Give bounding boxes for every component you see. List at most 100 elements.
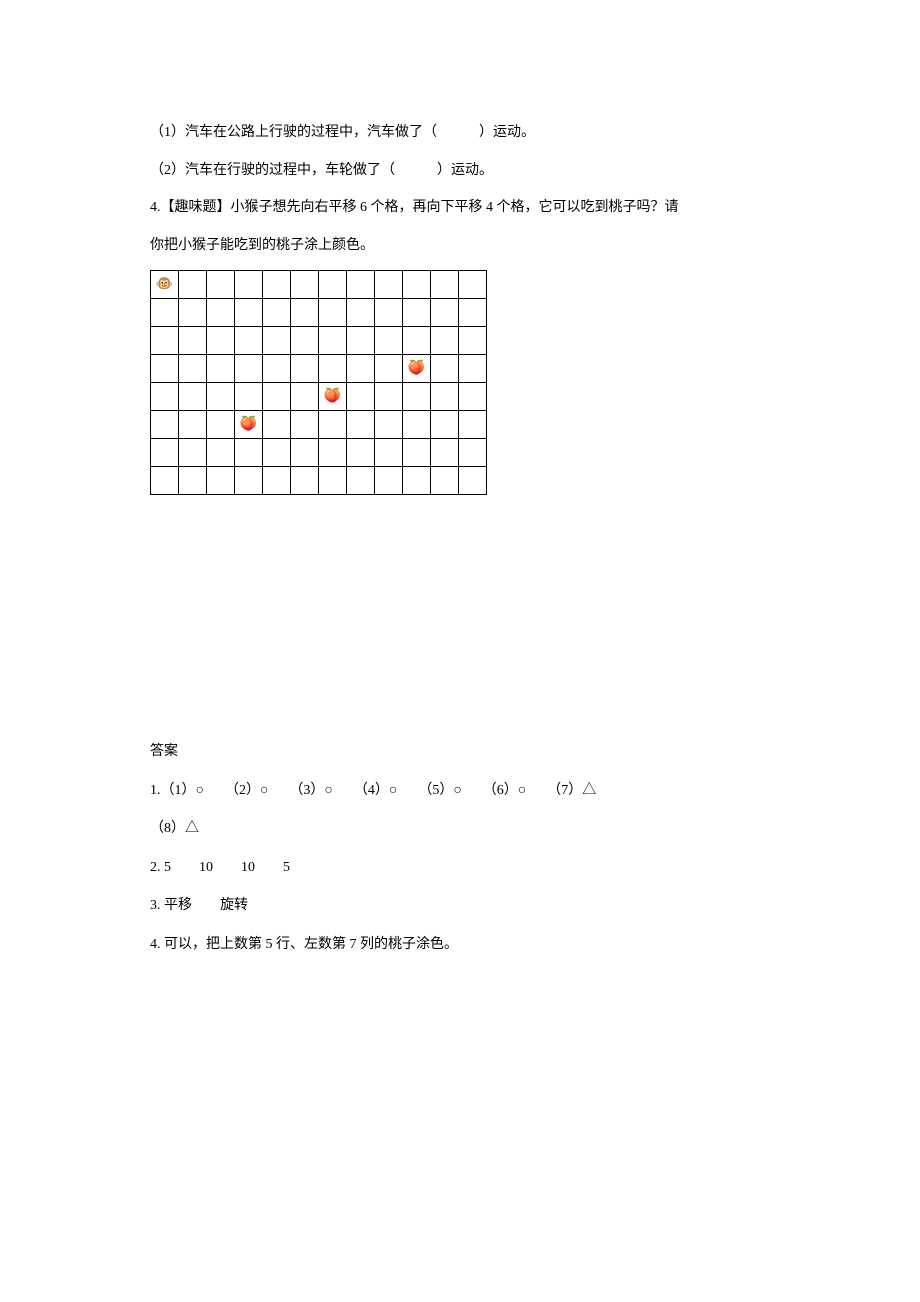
grid-cell: [207, 327, 235, 355]
grid-cell: [179, 355, 207, 383]
grid-cell: [403, 439, 431, 467]
grid-cell: [207, 411, 235, 439]
grid-cell: [347, 439, 375, 467]
grid-cell: [403, 271, 431, 299]
grid-cell: [151, 439, 179, 467]
grid-cell: [291, 439, 319, 467]
grid-cell: [291, 355, 319, 383]
answer-line-4: 3. 平移 旋转: [150, 888, 770, 924]
grid-cell: [319, 271, 347, 299]
grid-cell: [207, 299, 235, 327]
grid-cell: [207, 383, 235, 411]
grid-cell: [263, 467, 291, 495]
grid-cell: [459, 271, 487, 299]
answer-section: 答案 1.（1）○ （2）○ （3）○ （4）○ （5）○ （6）○ （7）△ …: [150, 735, 770, 963]
peach-icon: 🍑: [403, 355, 431, 383]
grid-cell: [179, 411, 207, 439]
grid-cell: [291, 299, 319, 327]
grid-cell: [291, 411, 319, 439]
grid-cell: [347, 355, 375, 383]
grid-cell: [347, 467, 375, 495]
answer-line-5: 4. 可以，把上数第 5 行、左数第 7 列的桃子涂色。: [150, 927, 770, 963]
grid-cell: [375, 327, 403, 355]
grid-cell: [207, 467, 235, 495]
grid-cell: [459, 439, 487, 467]
grid-cell: [235, 355, 263, 383]
grid-cell: [263, 411, 291, 439]
grid-cell: [179, 271, 207, 299]
grid-cell: [431, 467, 459, 495]
peach-icon: 🍑: [235, 411, 263, 439]
grid-cell: [235, 383, 263, 411]
grid-cell: [235, 327, 263, 355]
grid-cell: [263, 299, 291, 327]
grid-cell: [375, 383, 403, 411]
grid-cell: [179, 299, 207, 327]
grid-cell: [151, 355, 179, 383]
grid-cell: [319, 467, 347, 495]
answer-line-2: （8）△: [150, 811, 770, 847]
grid-cell: [459, 383, 487, 411]
grid-table: 🐵 🍑 🍑 🍑: [150, 270, 487, 495]
grid-cell: [459, 467, 487, 495]
question-1: （1）汽车在公路上行驶的过程中，汽车做了（ ）运动。: [150, 116, 770, 150]
grid-cell: [431, 327, 459, 355]
grid-cell: [263, 439, 291, 467]
answer-title: 答案: [150, 735, 770, 769]
grid-cell: [263, 383, 291, 411]
grid-cell: [319, 411, 347, 439]
grid-cell: [151, 327, 179, 355]
grid-cell: [375, 467, 403, 495]
grid-cell: [151, 383, 179, 411]
grid-cell: [151, 411, 179, 439]
grid-cell: [179, 467, 207, 495]
grid-cell: [235, 299, 263, 327]
grid-cell: [263, 271, 291, 299]
grid-cell: [431, 271, 459, 299]
grid-cell: [319, 355, 347, 383]
grid-cell: [403, 327, 431, 355]
grid-cell: [291, 327, 319, 355]
answer-line-1: 1.（1）○ （2）○ （3）○ （4）○ （5）○ （6）○ （7）△: [150, 773, 770, 809]
grid-cell: [403, 467, 431, 495]
grid-cell: [347, 411, 375, 439]
grid-cell: [179, 383, 207, 411]
grid-cell: [263, 327, 291, 355]
grid-cell: [459, 355, 487, 383]
peach-icon: 🍑: [319, 383, 347, 411]
question-2: （2）汽车在行驶的过程中，车轮做了（ ）运动。: [150, 154, 770, 188]
question-4-line2: 你把小猴子能吃到的桃子涂上颜色。: [150, 229, 770, 263]
grid-cell: [347, 383, 375, 411]
grid-cell: [403, 299, 431, 327]
grid-cell: [347, 299, 375, 327]
grid-cell: [431, 411, 459, 439]
grid-cell: [375, 355, 403, 383]
grid-cell: [347, 271, 375, 299]
grid-cell: [235, 439, 263, 467]
grid-cell: [319, 327, 347, 355]
monkey-icon: 🐵: [151, 271, 179, 299]
grid-cell: [319, 299, 347, 327]
grid-cell: [347, 327, 375, 355]
grid-cell: [403, 383, 431, 411]
grid-cell: [151, 299, 179, 327]
grid-cell: [179, 327, 207, 355]
grid-cell: [263, 355, 291, 383]
answer-line-3: 2. 5 10 10 5: [150, 850, 770, 886]
grid-cell: [403, 411, 431, 439]
grid-cell: [319, 439, 347, 467]
grid-cell: [291, 271, 319, 299]
grid-cell: [431, 439, 459, 467]
grid-cell: [375, 411, 403, 439]
grid-cell: [235, 271, 263, 299]
grid-cell: [459, 411, 487, 439]
grid-cell: [431, 355, 459, 383]
grid-cell: [431, 383, 459, 411]
grid-cell: [375, 271, 403, 299]
grid-cell: [207, 271, 235, 299]
grid-container: 🐵 🍑 🍑 🍑: [150, 270, 770, 495]
grid-cell: [207, 439, 235, 467]
grid-cell: [291, 383, 319, 411]
grid-cell: [207, 355, 235, 383]
grid-cell: [151, 467, 179, 495]
